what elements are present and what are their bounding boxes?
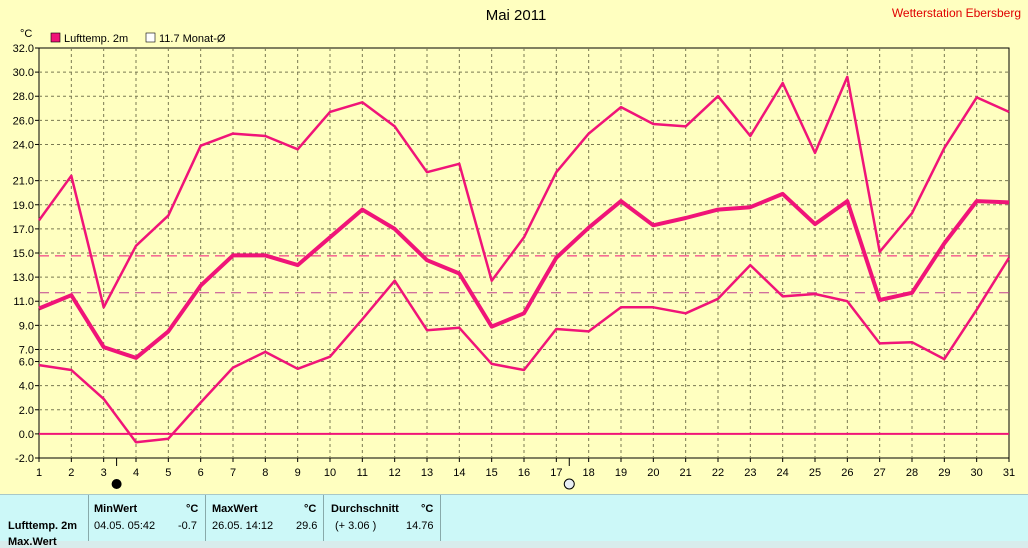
legend-series-swatch — [50, 32, 61, 43]
x-tick-label: 21 — [680, 467, 692, 479]
x-tick-label: 18 — [583, 467, 595, 479]
statistics-table: MinWert °C MaxWert °C Durchschnitt °C Lu… — [0, 494, 1028, 548]
x-tick-label: 28 — [906, 467, 918, 479]
y-tick-label: 32.0 — [13, 43, 34, 55]
row-label: Lufttemp. 2m — [8, 520, 78, 532]
x-tick-label: 30 — [971, 467, 983, 479]
next-row-label: Max.Wert — [8, 536, 57, 548]
legend-series-label: Lufttemp. 2m — [64, 33, 128, 45]
temperature-chart: -2.00.02.04.06.07.09.011.013.015.017.019… — [0, 0, 1028, 494]
x-tick-label: 16 — [518, 467, 530, 479]
y-tick-label: 13.0 — [13, 272, 34, 284]
x-tick-label: 20 — [647, 467, 659, 479]
x-tick-label: 6 — [198, 467, 204, 479]
y-tick-label: 6.0 — [19, 357, 34, 369]
chart-title: Mai 2011 — [486, 7, 547, 24]
x-tick-label: 15 — [486, 467, 498, 479]
x-tick-label: 5 — [165, 467, 171, 479]
table-divider — [323, 495, 324, 541]
x-tick-label: 22 — [712, 467, 724, 479]
table-divider — [205, 495, 206, 541]
x-tick-label: 10 — [324, 467, 336, 479]
y-tick-label: 0.0 — [19, 429, 34, 441]
y-tick-label: 7.0 — [19, 344, 34, 356]
x-tick-label: 27 — [874, 467, 886, 479]
x-tick-label: 17 — [550, 467, 562, 479]
x-tick-label: 3 — [101, 467, 107, 479]
y-tick-label: 17.0 — [13, 224, 34, 236]
chart-background — [0, 0, 1028, 494]
min-time: 04.05. 05:42 — [94, 520, 156, 532]
x-tick-label: 8 — [262, 467, 268, 479]
legend-average-swatch — [145, 32, 156, 43]
y-tick-label: 28.0 — [13, 91, 34, 103]
header-max-unit: °C — [304, 503, 317, 515]
y-tick-label: 26.0 — [13, 115, 34, 127]
y-axis-unit: °C — [20, 28, 32, 40]
header-maxwert: MaxWert — [212, 503, 258, 515]
max-time: 26.05. 14:12 — [212, 520, 274, 532]
x-tick-label: 4 — [133, 467, 139, 479]
x-tick-label: 11 — [357, 467, 368, 479]
station-name: Wetterstation Ebersberg — [892, 6, 1021, 20]
header-durchschnitt: Durchschnitt — [331, 503, 399, 515]
table-divider — [88, 495, 89, 541]
table-divider — [440, 495, 441, 541]
x-tick-label: 23 — [744, 467, 756, 479]
x-tick-label: 2 — [68, 467, 74, 479]
series-max-line — [37, 75, 1010, 309]
y-tick-label: 30.0 — [13, 67, 34, 79]
x-tick-label: 1 — [36, 467, 42, 479]
header-min-unit: °C — [186, 503, 199, 515]
full-moon-icon — [563, 478, 575, 490]
x-tick-label: 24 — [777, 467, 789, 479]
x-tick-label: 14 — [453, 467, 465, 479]
x-tick-label: 19 — [615, 467, 627, 479]
x-tick-label: 31 — [1003, 467, 1015, 479]
y-tick-label: 4.0 — [19, 381, 34, 393]
x-tick-label: 7 — [230, 467, 236, 479]
y-tick-label: 15.0 — [13, 248, 34, 260]
series-mean-line — [38, 191, 1010, 360]
y-tick-label: -2.0 — [15, 453, 34, 465]
y-tick-label: 9.0 — [19, 320, 34, 332]
min-value: -0.7 — [178, 520, 197, 532]
x-tick-label: 25 — [809, 467, 821, 479]
x-tick-label: 12 — [389, 467, 401, 479]
series-min-line — [38, 257, 1011, 444]
header-minwert: MinWert — [94, 503, 138, 515]
x-tick-label: 9 — [295, 467, 301, 479]
y-tick-label: 11.0 — [13, 296, 34, 308]
y-tick-label: 21.0 — [13, 176, 34, 188]
avg-difference: (+ 3.06 ) — [335, 520, 377, 532]
new-moon-icon — [111, 479, 122, 489]
x-tick-label: 13 — [421, 467, 433, 479]
x-tick-label: 29 — [938, 467, 950, 479]
avg-value: 14.76 — [406, 520, 434, 532]
max-value: 29.6 — [296, 520, 318, 532]
y-tick-label: 2.0 — [19, 405, 34, 417]
y-tick-label: 19.0 — [13, 200, 34, 212]
legend-average-label: 11.7 Monat-Ø — [159, 33, 226, 45]
x-tick-label: 26 — [841, 467, 853, 479]
header-avg-unit: °C — [421, 503, 434, 515]
y-tick-label: 24.0 — [13, 139, 34, 151]
